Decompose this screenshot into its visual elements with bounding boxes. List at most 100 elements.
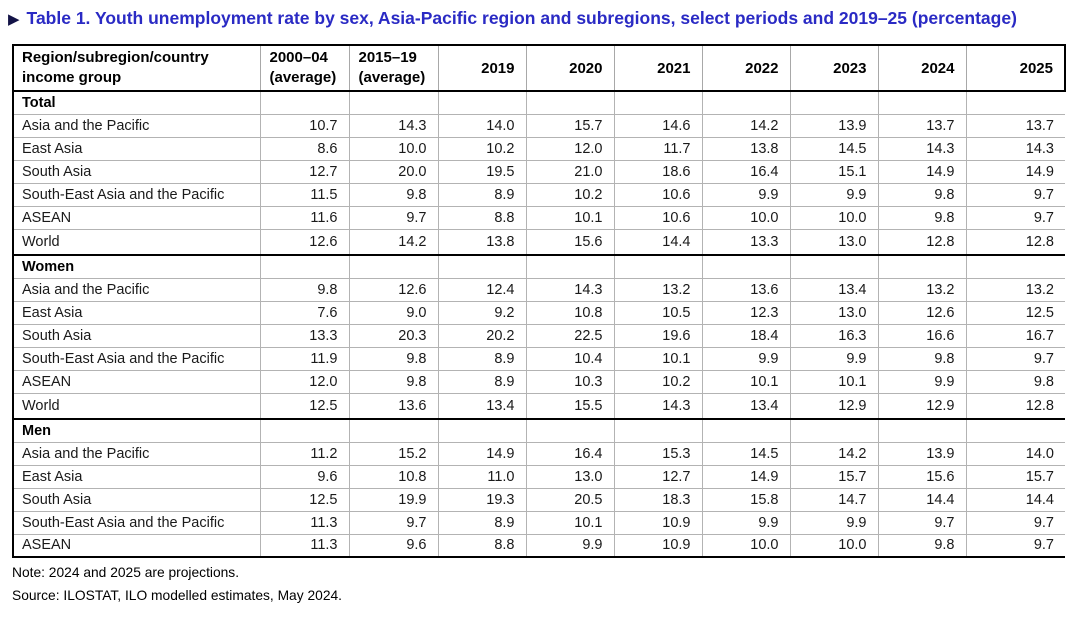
- value-cell: 13.8: [438, 228, 527, 256]
- value-cell: 13.9: [878, 441, 967, 465]
- triangle-icon: ▶: [8, 11, 20, 28]
- value-cell: 8.9: [438, 182, 527, 206]
- empty-cell: [878, 90, 967, 114]
- region-cell: World: [13, 228, 261, 256]
- value-cell: 9.7: [966, 510, 1065, 534]
- value-cell: 20.0: [349, 159, 439, 183]
- value-cell: 14.3: [349, 113, 439, 137]
- region-cell: Asia and the Pacific: [13, 277, 261, 301]
- value-cell: 12.8: [966, 392, 1065, 420]
- value-cell: 15.5: [526, 392, 615, 420]
- value-cell: 9.2: [438, 300, 527, 324]
- empty-cell: [349, 254, 439, 278]
- empty-cell: [878, 418, 967, 442]
- empty-cell: [349, 418, 439, 442]
- value-cell: 13.0: [790, 228, 879, 256]
- region-cell: East Asia: [13, 300, 261, 324]
- value-cell: 9.8: [349, 369, 439, 393]
- value-cell: 13.4: [438, 392, 527, 420]
- table-row: East Asia 7.6 9.0 9.2 10.8 10.5 12.3 13.0 12.6 12…: [13, 300, 1065, 324]
- empty-cell: [702, 254, 791, 278]
- table-row: South Asia 13.3 20.3 20.2 22.5 19.6 18.4 16.3 16…: [13, 323, 1065, 347]
- value-cell: 12.5: [260, 487, 350, 511]
- value-cell: 11.9: [260, 346, 350, 370]
- value-cell: 9.7: [878, 510, 967, 534]
- value-cell: 12.5: [966, 300, 1065, 324]
- value-cell: 12.4: [438, 277, 527, 301]
- value-cell: 9.8: [878, 533, 967, 557]
- value-cell: 10.0: [702, 205, 791, 229]
- section-row-women: Women: [13, 254, 1065, 278]
- section-label: Men: [13, 418, 261, 442]
- region-cell: ASEAN: [13, 205, 261, 229]
- empty-cell: [526, 90, 615, 114]
- value-cell: 15.8: [702, 487, 791, 511]
- value-cell: 14.4: [966, 487, 1065, 511]
- value-cell: 14.9: [702, 464, 791, 488]
- value-cell: 11.0: [438, 464, 527, 488]
- value-cell: 10.1: [702, 369, 791, 393]
- table-row: South-East Asia and the Pacific 11.9 9.8 8.…: [13, 346, 1065, 370]
- value-cell: 8.9: [438, 369, 527, 393]
- header-year-column-2023: 2023: [790, 45, 879, 92]
- value-cell: 19.3: [438, 487, 527, 511]
- value-cell: 9.8: [878, 346, 967, 370]
- region-cell: South-East Asia and the Pacific: [13, 346, 261, 370]
- value-cell: 11.6: [260, 205, 350, 229]
- value-cell: 10.7: [260, 113, 350, 137]
- value-cell: 11.7: [614, 136, 703, 160]
- value-cell: 9.0: [349, 300, 439, 324]
- value-cell: 15.3: [614, 441, 703, 465]
- value-cell: 10.9: [614, 533, 703, 557]
- value-cell: 9.9: [702, 182, 791, 206]
- value-cell: 9.6: [349, 533, 439, 557]
- table-source: Source: ILOSTAT, ILO modelled estimates,…: [12, 588, 342, 603]
- region-cell: Asia and the Pacific: [13, 113, 261, 137]
- value-cell: 13.9: [790, 113, 879, 137]
- value-cell: 9.9: [790, 510, 879, 534]
- value-cell: 10.6: [614, 205, 703, 229]
- table-row: ASEAN 12.0 9.8 8.9 10.3 10.2 10.1 10.1 9.9 9.8: [13, 369, 1065, 393]
- empty-cell: [260, 90, 350, 114]
- table-note: Note: 2024 and 2025 are projections.: [12, 565, 240, 580]
- value-cell: 9.8: [966, 369, 1065, 393]
- value-cell: 12.9: [878, 392, 967, 420]
- value-cell: 10.1: [526, 510, 615, 534]
- value-cell: 13.7: [966, 113, 1065, 137]
- value-cell: 16.6: [878, 323, 967, 347]
- empty-cell: [966, 254, 1065, 278]
- value-cell: 9.7: [966, 346, 1065, 370]
- value-cell: 13.3: [702, 228, 791, 256]
- region-cell: South Asia: [13, 159, 261, 183]
- value-cell: 10.8: [349, 464, 439, 488]
- value-cell: 14.4: [614, 228, 703, 256]
- youth-unemployment-table: Region/subregion/country income group 2000…: [12, 44, 1066, 558]
- value-cell: 14.3: [526, 277, 615, 301]
- table-header: Region/subregion/country income group 2000…: [13, 45, 1066, 92]
- value-cell: 14.9: [438, 441, 527, 465]
- value-cell: 10.1: [614, 346, 703, 370]
- value-cell: 9.7: [966, 205, 1065, 229]
- region-cell: East Asia: [13, 136, 261, 160]
- table-row: World 12.6 14.2 13.8 15.6 14.4 13.3 13.0 12.8 12.…: [13, 228, 1065, 256]
- value-cell: 19.6: [614, 323, 703, 347]
- empty-cell: [349, 90, 439, 114]
- header-region-column: Region/subregion/country income group: [13, 45, 261, 92]
- header-average-column-0: 2000–04 (average): [260, 45, 350, 92]
- table-row: South Asia 12.7 20.0 19.5 21.0 18.6 16.4 15.1 14…: [13, 159, 1065, 183]
- value-cell: 10.0: [702, 533, 791, 557]
- value-cell: 22.5: [526, 323, 615, 347]
- empty-cell: [438, 90, 527, 114]
- value-cell: 14.0: [966, 441, 1065, 465]
- header-year-column-2021: 2021: [614, 45, 703, 92]
- table-row: ASEAN 11.6 9.7 8.8 10.1 10.6 10.0 10.0 9.8 9.7: [13, 205, 1065, 229]
- value-cell: 9.8: [349, 182, 439, 206]
- empty-cell: [438, 418, 527, 442]
- value-cell: 9.8: [349, 346, 439, 370]
- value-cell: 15.7: [966, 464, 1065, 488]
- value-cell: 8.6: [260, 136, 350, 160]
- value-cell: 14.2: [790, 441, 879, 465]
- table-row: East Asia 9.6 10.8 11.0 13.0 12.7 14.9 15.7 15.6…: [13, 464, 1065, 488]
- empty-cell: [614, 418, 703, 442]
- value-cell: 14.3: [878, 136, 967, 160]
